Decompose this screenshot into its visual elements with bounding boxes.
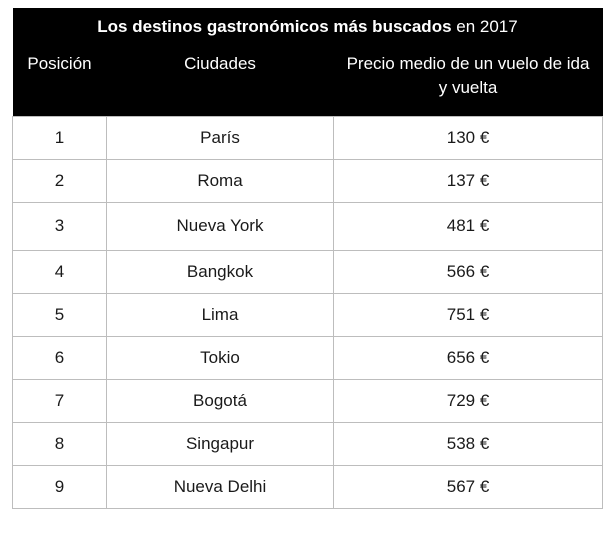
table-row: 8 Singapur 538 € bbox=[12, 421, 604, 466]
table-title: Los destinos gastronómicos más buscados … bbox=[12, 8, 603, 46]
cell-price: 729 € bbox=[332, 378, 604, 423]
table-title-rest: en 2017 bbox=[451, 17, 518, 36]
cell-city: Bangkok bbox=[106, 249, 334, 294]
column-header-position: Posición bbox=[12, 46, 107, 116]
cell-price: 656 € bbox=[332, 335, 604, 380]
table-row: 6 Tokio 656 € bbox=[12, 335, 604, 380]
cell-price: 137 € bbox=[332, 158, 604, 203]
cell-position: 2 bbox=[12, 158, 107, 203]
cell-price: 538 € bbox=[332, 421, 604, 466]
cell-city: Lima bbox=[106, 292, 334, 337]
cell-city: Roma bbox=[106, 158, 334, 203]
table-title-bold: Los destinos gastronómicos más buscados bbox=[97, 17, 452, 36]
column-header-city: Ciudades bbox=[106, 46, 334, 116]
destinations-table-container: Los destinos gastronómicos más buscados … bbox=[12, 8, 604, 509]
column-header-row: Posición Ciudades Precio medio de un vue… bbox=[12, 46, 603, 116]
table-row: 4 Bangkok 566 € bbox=[12, 249, 604, 294]
cell-position: 1 bbox=[12, 115, 107, 160]
table-body: 1 París 130 € 2 Roma 137 € 3 Nueva York … bbox=[12, 115, 604, 509]
cell-price: 566 € bbox=[332, 249, 604, 294]
cell-city: Bogotá bbox=[106, 378, 334, 423]
cell-position: 5 bbox=[12, 292, 107, 337]
cell-position: 9 bbox=[12, 464, 107, 509]
cell-price: 481 € bbox=[332, 201, 604, 251]
cell-position: 4 bbox=[12, 249, 107, 294]
destinations-table: Los destinos gastronómicos más buscados … bbox=[12, 8, 604, 509]
table-row: 5 Lima 751 € bbox=[12, 292, 604, 337]
cell-city: Nueva York bbox=[106, 201, 334, 251]
cell-price: 130 € bbox=[332, 115, 604, 160]
cell-position: 3 bbox=[12, 201, 107, 251]
cell-position: 8 bbox=[12, 421, 107, 466]
cell-position: 6 bbox=[12, 335, 107, 380]
table-header: Los destinos gastronómicos más buscados … bbox=[12, 8, 603, 116]
cell-city: Singapur bbox=[106, 421, 334, 466]
cell-price: 567 € bbox=[332, 464, 604, 509]
table-title-row: Los destinos gastronómicos más buscados … bbox=[12, 8, 603, 46]
table-row: 1 París 130 € bbox=[12, 115, 604, 160]
cell-city: Tokio bbox=[106, 335, 334, 380]
table-row: 7 Bogotá 729 € bbox=[12, 378, 604, 423]
cell-city: París bbox=[106, 115, 334, 160]
table-row: 3 Nueva York 481 € bbox=[12, 201, 604, 251]
column-header-price: Precio medio de un vuelo de ida y vuelta bbox=[333, 46, 603, 116]
cell-city: Nueva Delhi bbox=[106, 464, 334, 509]
table-row: 2 Roma 137 € bbox=[12, 158, 604, 203]
table-row: 9 Nueva Delhi 567 € bbox=[12, 464, 604, 509]
cell-price: 751 € bbox=[332, 292, 604, 337]
cell-position: 7 bbox=[12, 378, 107, 423]
